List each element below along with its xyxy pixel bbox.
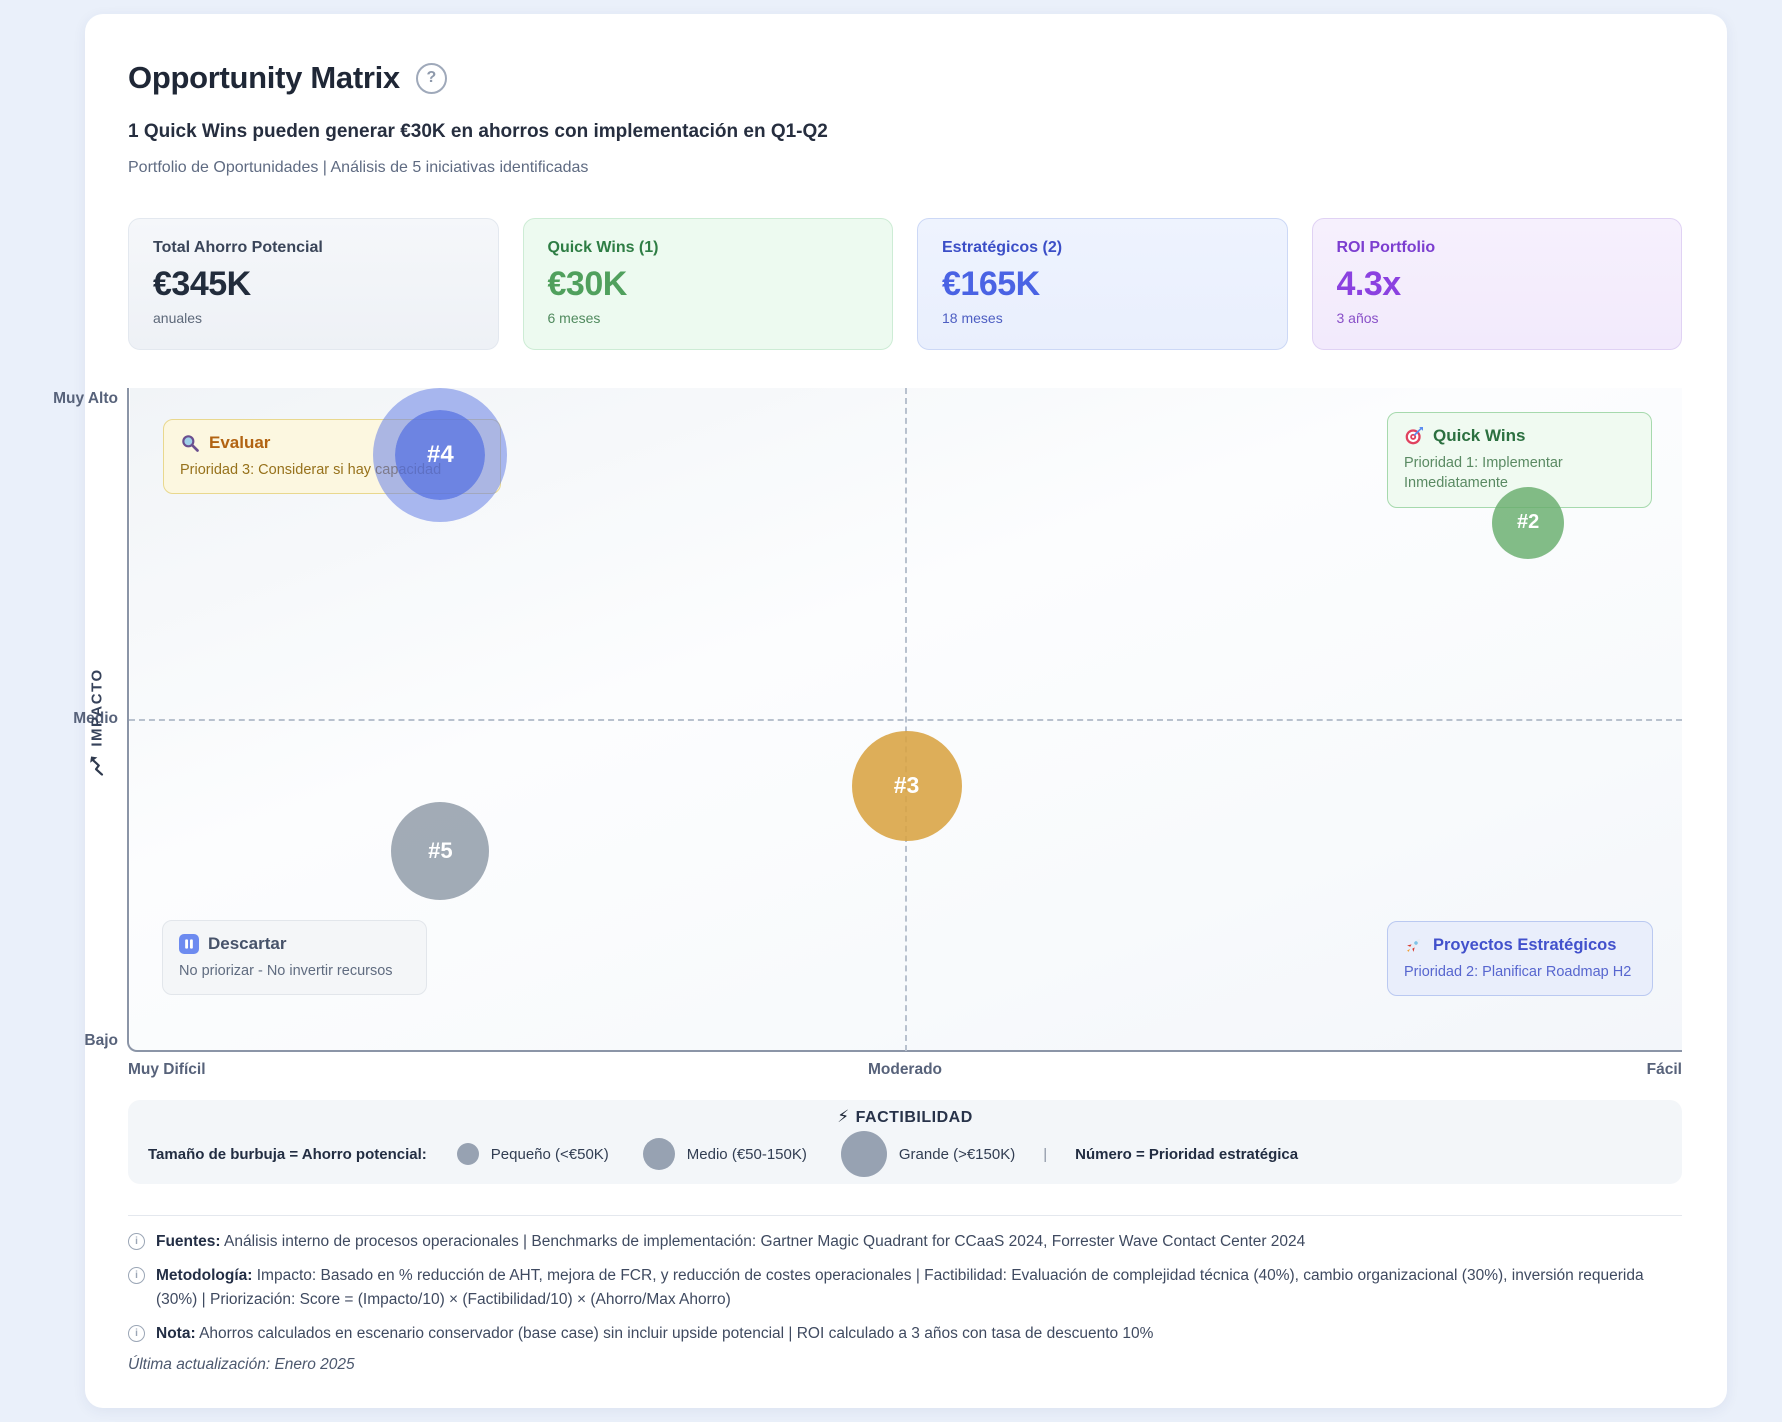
quadrant-box-descartar: Descartar No priorizar - No invertir rec… xyxy=(162,920,427,996)
bubble-point-4[interactable]: #4 xyxy=(395,410,486,501)
kpi-label: Quick Wins (1) xyxy=(547,239,659,256)
x-axis-title: ⚡ FACTIBILIDAD xyxy=(128,1107,1682,1127)
legend-bubble-large xyxy=(840,1131,887,1177)
bubble-label: #3 xyxy=(893,772,920,799)
page-subtitle: 1 Quick Wins pueden generar €30K en ahor… xyxy=(128,121,828,142)
horizontal-midline xyxy=(129,719,1682,721)
kpi-sub: anuales xyxy=(153,310,203,326)
legend-item-label: Medio (€50-150K) xyxy=(686,1145,807,1163)
info-icon: i xyxy=(128,1267,145,1284)
ytick-medio: Medio xyxy=(73,710,118,727)
bubble-point-5[interactable]: #5 xyxy=(391,802,490,901)
bubble-label: #4 xyxy=(426,441,454,469)
magnifier-icon xyxy=(180,433,200,453)
legend-bubble-small xyxy=(456,1143,479,1165)
bubble-label: #5 xyxy=(428,838,453,864)
axes-lines xyxy=(127,388,1682,1052)
footnote-metodologia: i Metodología: Impacto: Basado en % redu… xyxy=(128,1264,1682,1312)
info-icon: i xyxy=(128,1325,145,1342)
target-icon xyxy=(1404,426,1424,446)
quadrant-title: Quick Wins xyxy=(1433,426,1526,445)
legend-item-label: Grande (>€150K) xyxy=(898,1145,1016,1163)
legend-size-label: Tamaño de burbuja = Ahorro potencial: xyxy=(148,1145,427,1163)
kpi-sub: 6 meses xyxy=(547,310,601,326)
quadrant-title: Evaluar xyxy=(209,433,271,452)
x-axis-title-text: FACTIBILIDAD xyxy=(855,1109,973,1126)
xtick-muy-dificil: Muy Difícil xyxy=(128,1061,206,1078)
y-axis-title-text: IMPACTO xyxy=(88,668,105,747)
quadrant-desc: No priorizar - No invertir recursos xyxy=(179,963,393,979)
legend-item-label: Pequeño (<€50K) xyxy=(490,1145,609,1163)
quadrant-desc: Prioridad 3: Considerar si hay capacidad xyxy=(180,462,442,478)
quadrant-title: Descartar xyxy=(208,934,287,953)
legend-row: Tamaño de burbuja = Ahorro potencial: Pe… xyxy=(148,1130,1662,1178)
xtick-moderado: Moderado xyxy=(867,1061,943,1078)
kpi-card-quick-wins: Quick Wins (1) €30K 6 meses xyxy=(522,218,893,350)
legend-bar: ⚡ FACTIBILIDAD Tamaño de burbuja = Ahorro… xyxy=(128,1100,1682,1184)
bubble-label: #2 xyxy=(1517,511,1540,534)
kpi-card-estrategicos: Estratégicos (2) €165K 18 meses xyxy=(917,218,1288,350)
info-icon: i xyxy=(128,1233,145,1250)
bubble-point-3[interactable]: #3 xyxy=(851,730,962,841)
kpi-card-total-ahorro: Total Ahorro Potencial €345K anuales xyxy=(128,218,499,350)
lightning-bolt-icon: ⚡ xyxy=(837,1107,850,1126)
pause-icon xyxy=(179,934,199,954)
legend-number-label: Número = Prioridad estratégica xyxy=(1075,1145,1299,1163)
quadrant-box-proyectos-estrategicos: Proyectos Estratégicos Prioridad 2: Plan… xyxy=(1387,921,1653,997)
footnote-text: Análisis interno de procesos operacional… xyxy=(224,1233,1306,1250)
quadrant-title: Proyectos Estratégicos xyxy=(1433,935,1617,954)
help-icon[interactable]: ? xyxy=(415,62,447,94)
quadrant-desc: Prioridad 2: Planificar Roadmap H2 xyxy=(1404,964,1632,980)
quadrant-box-quick-wins: Quick Wins Prioridad 1: Implementar Inme… xyxy=(1387,412,1652,508)
xtick-facil: Fácil xyxy=(1646,1061,1682,1078)
footnote-fuentes: i Fuentes: Análisis interno de procesos … xyxy=(128,1230,1682,1254)
page-meta: Portfolio de Oportunidades | Análisis de… xyxy=(128,159,589,176)
chart-increasing-icon xyxy=(89,756,105,776)
footnote-text: Impacto: Basado en % reducción de AHT, m… xyxy=(156,1267,1644,1308)
bubble-point-2[interactable]: #2 xyxy=(1492,486,1565,559)
kpi-label: Estratégicos (2) xyxy=(942,239,1063,256)
footnote-nota: i Nota: Ahorros calculados en escenario … xyxy=(128,1322,1682,1346)
ytick-bajo: Bajo xyxy=(84,1032,118,1049)
legend-bubble-medium xyxy=(642,1138,675,1170)
kpi-card-roi: ROI Portfolio 4.3x 3 años xyxy=(1311,218,1682,350)
kpi-sub: 3 años xyxy=(1336,310,1379,326)
last-updated: Última actualización: Enero 2025 xyxy=(128,1356,355,1373)
kpi-value: €345K xyxy=(153,265,251,303)
ytick-muy-alto: Muy Alto xyxy=(53,390,118,407)
footnotes: i Fuentes: Análisis interno de procesos … xyxy=(128,1230,1682,1374)
legend-separator: | xyxy=(1043,1145,1048,1163)
kpi-label: ROI Portfolio xyxy=(1336,239,1436,256)
footnote-label: Metodología: xyxy=(156,1267,253,1284)
footnote-label: Nota: xyxy=(156,1325,196,1342)
footnote-label: Fuentes: xyxy=(156,1233,221,1250)
kpi-value: €165K xyxy=(942,265,1040,303)
kpi-value: €30K xyxy=(547,265,628,303)
kpi-row: Total Ahorro Potencial €345K anuales Qui… xyxy=(128,218,1682,350)
footnote-text: Ahorros calculados en escenario conserva… xyxy=(199,1325,1154,1342)
kpi-sub: 18 meses xyxy=(942,310,1003,326)
kpi-value: 4.3x xyxy=(1336,265,1402,303)
page-title: Opportunity Matrix xyxy=(128,60,400,95)
footnotes-divider xyxy=(128,1215,1682,1216)
y-axis-title: IMPACTO xyxy=(85,630,109,815)
rocket-icon xyxy=(1404,935,1424,955)
kpi-label: Total Ahorro Potencial xyxy=(153,239,323,256)
quadrant-desc: Prioridad 1: Implementar Inmediatamente xyxy=(1404,455,1563,492)
